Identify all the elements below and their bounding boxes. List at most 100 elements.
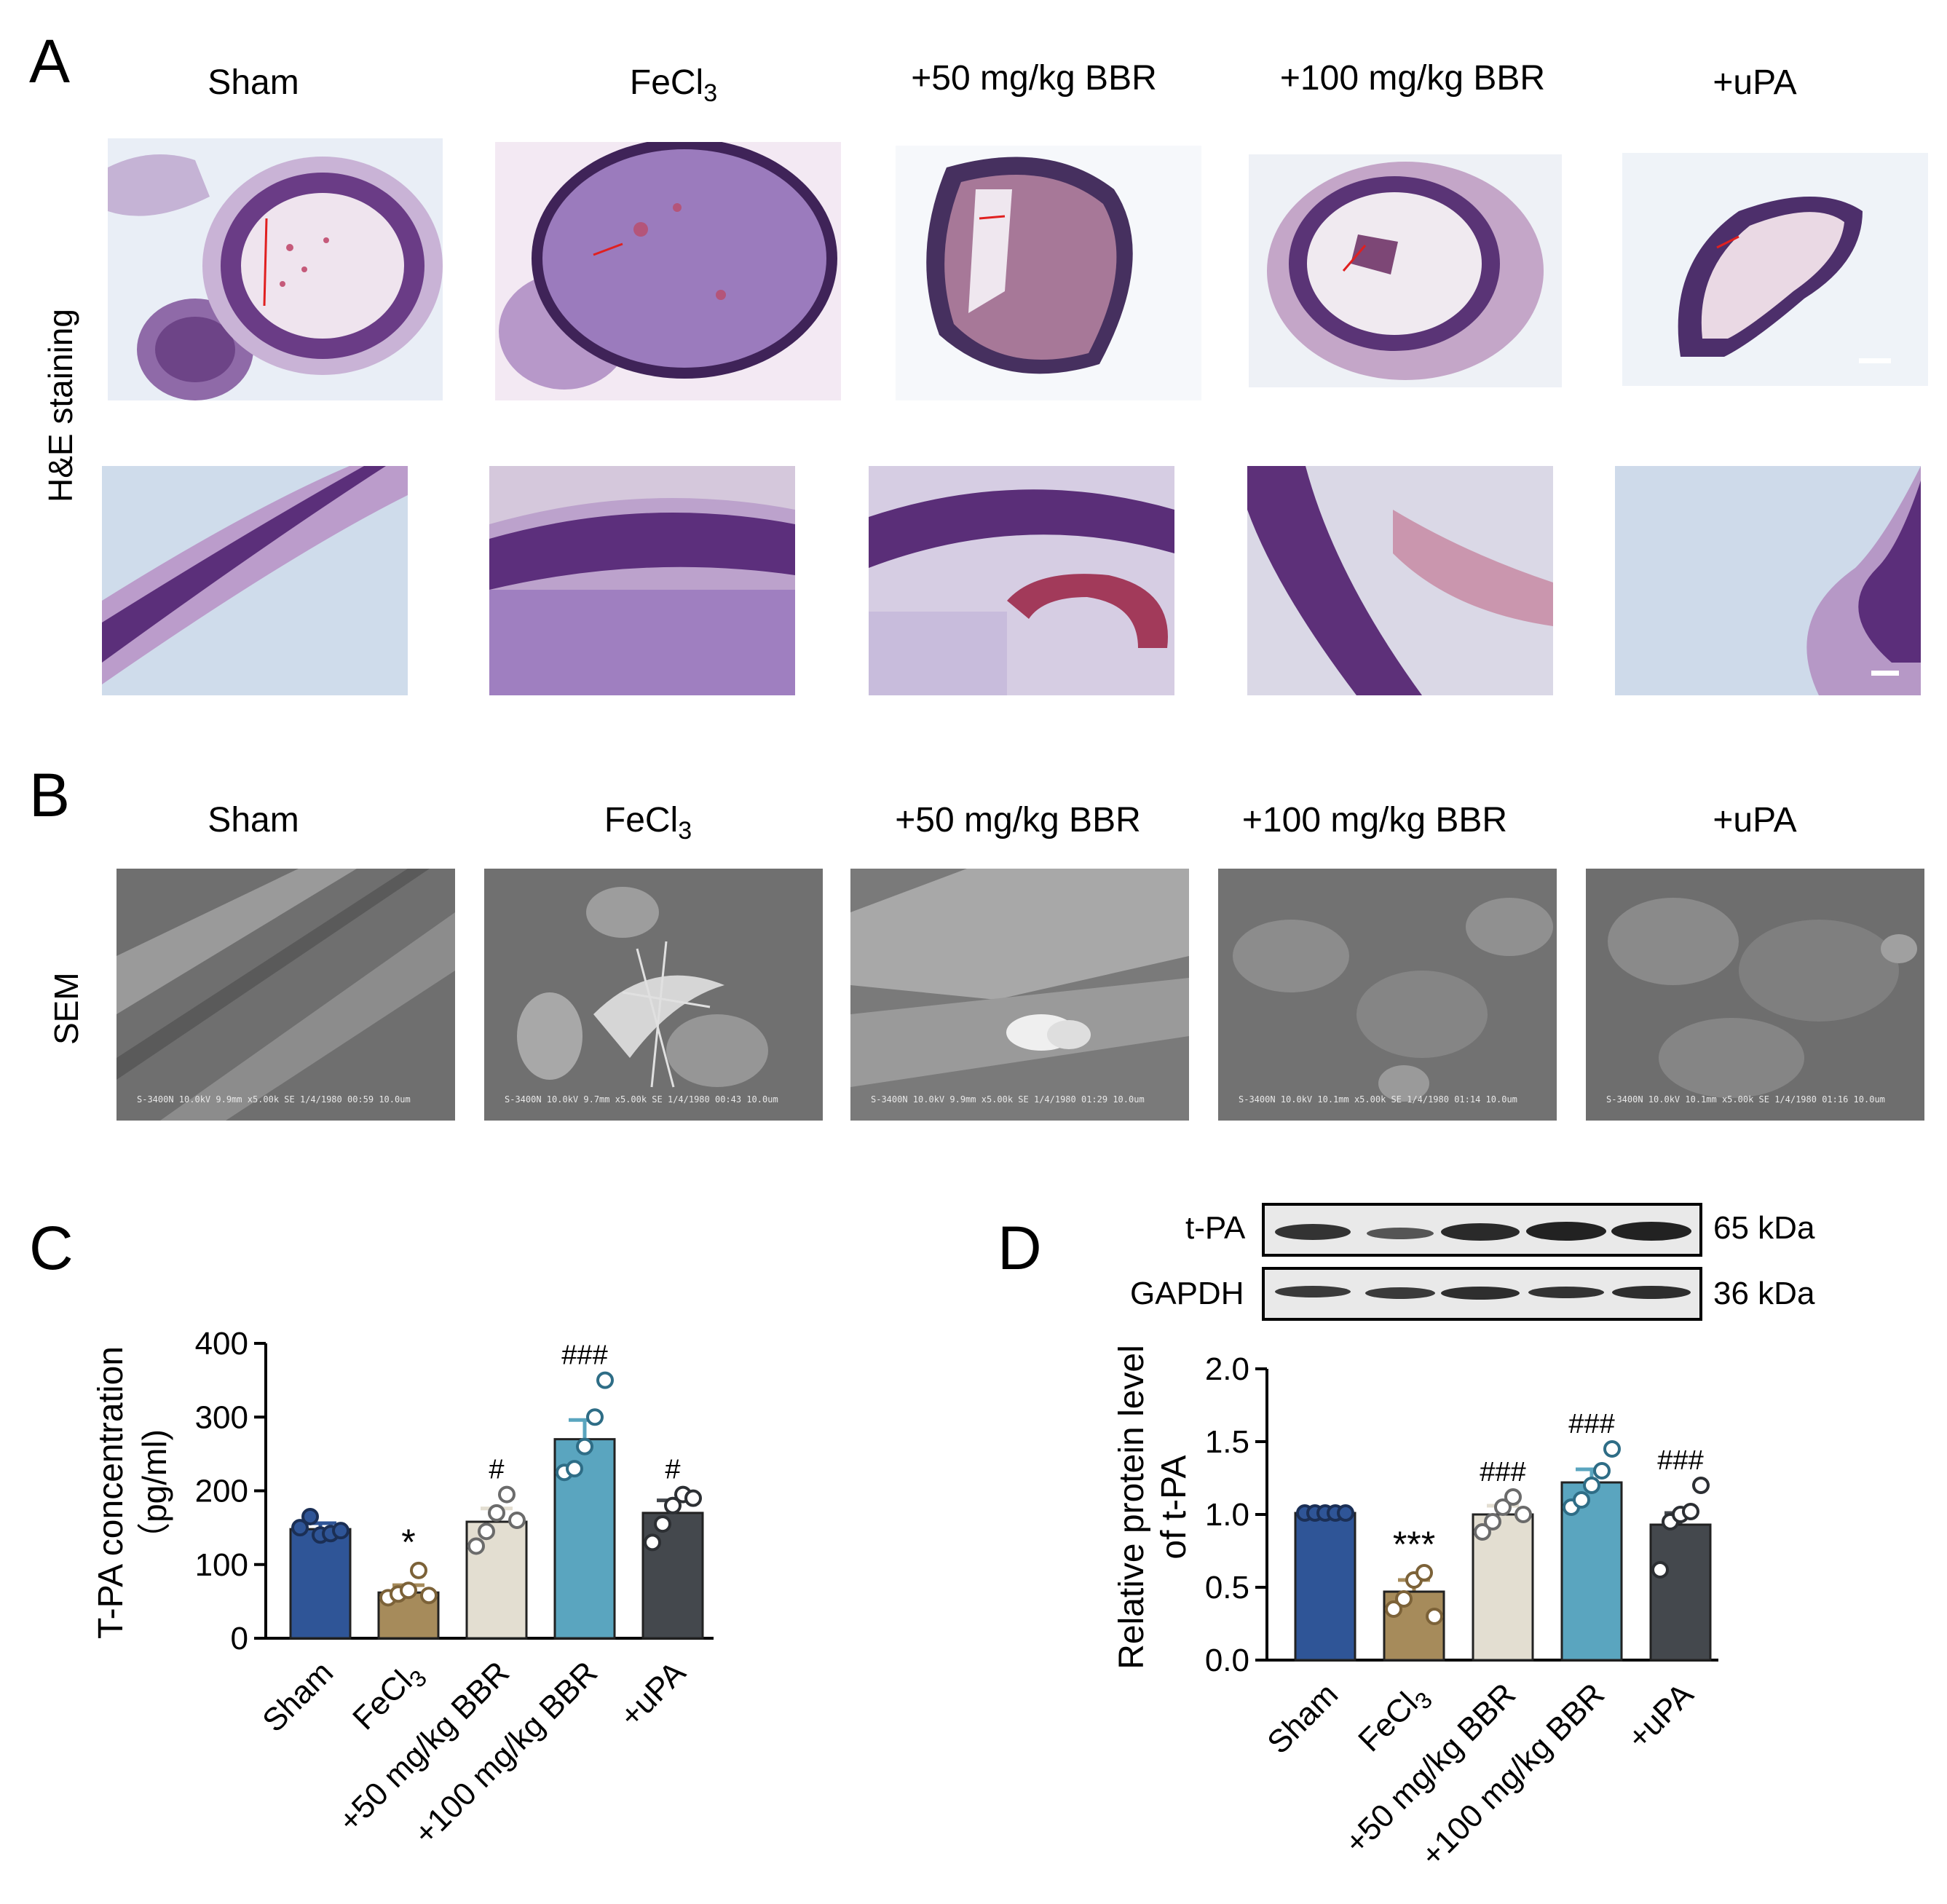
data-point bbox=[664, 1496, 682, 1514]
significance-label: ### bbox=[561, 1340, 607, 1371]
significance-label: ### bbox=[1657, 1445, 1703, 1476]
data-point bbox=[684, 1489, 702, 1507]
panel-d-letter: D bbox=[998, 1214, 1042, 1282]
he-image-sham-overview bbox=[108, 138, 443, 400]
he-col-title-fecl3: FeCl3 bbox=[629, 63, 718, 107]
sem-image-bbr100: S-3400N 10.0kV 10.1mm x5.00k SE 1/4/1980… bbox=[1218, 869, 1557, 1121]
he-image-bbr50-overview bbox=[896, 146, 1201, 400]
blot-band bbox=[1528, 1287, 1604, 1298]
data-point bbox=[1593, 1462, 1611, 1480]
significance-label: ### bbox=[1568, 1409, 1614, 1439]
blot-band bbox=[1275, 1224, 1351, 1240]
sem-image-upa: S-3400N 10.0kV 10.1mm x5.00k SE 1/4/1980… bbox=[1586, 869, 1924, 1121]
he-col-title-upa: +uPA bbox=[1713, 63, 1797, 102]
data-point bbox=[1603, 1440, 1621, 1458]
blot-band bbox=[1365, 1287, 1435, 1299]
y-axis-title: Relative protein level bbox=[1113, 1345, 1151, 1670]
western-blot-tpa bbox=[1262, 1203, 1702, 1257]
blot-band bbox=[1526, 1222, 1606, 1241]
western-blot-gapdh bbox=[1262, 1267, 1702, 1321]
data-point bbox=[566, 1460, 583, 1478]
sem-caption-bbr50: S-3400N 10.0kV 9.9mm x5.00k SE 1/4/1980 … bbox=[871, 1094, 1145, 1105]
data-point bbox=[410, 1561, 427, 1579]
data-point bbox=[1484, 1513, 1501, 1530]
bar-upa bbox=[641, 1512, 704, 1640]
y-tick-label: 300 bbox=[195, 1399, 248, 1435]
y-tick-label: 0.0 bbox=[1205, 1643, 1249, 1678]
data-point bbox=[467, 1537, 485, 1555]
data-point bbox=[488, 1504, 505, 1522]
y-tick-label: 0 bbox=[231, 1621, 248, 1656]
he-image-upa-overview bbox=[1622, 153, 1928, 386]
he-image-bbr50-zoom bbox=[869, 466, 1174, 695]
data-point bbox=[1426, 1608, 1443, 1625]
bar-upa bbox=[1649, 1523, 1712, 1662]
blot-band bbox=[1612, 1286, 1691, 1299]
y-axis-unit: （pg/ml) bbox=[135, 1429, 173, 1556]
data-point bbox=[291, 1519, 309, 1537]
blot-band bbox=[1275, 1286, 1351, 1297]
data-point bbox=[1692, 1477, 1710, 1494]
data-point bbox=[1494, 1498, 1512, 1516]
data-point bbox=[1504, 1488, 1522, 1506]
significance-label: # bbox=[489, 1455, 504, 1485]
he-image-upa-zoom bbox=[1615, 466, 1921, 695]
y-tick-label: 2.0 bbox=[1205, 1351, 1249, 1387]
data-point bbox=[1514, 1506, 1532, 1523]
data-point bbox=[1385, 1600, 1402, 1618]
data-point bbox=[586, 1408, 604, 1426]
x-tick-label: +uPA bbox=[613, 1654, 693, 1734]
blot-band bbox=[1611, 1222, 1691, 1241]
data-point bbox=[654, 1515, 671, 1533]
blot-label-tpa: t-PA bbox=[1185, 1210, 1246, 1246]
panel-a-letter: A bbox=[29, 27, 71, 95]
data-point bbox=[478, 1522, 495, 1541]
sem-col-title-upa: +uPA bbox=[1713, 801, 1797, 840]
blot-band bbox=[1441, 1223, 1520, 1241]
bar-sham bbox=[289, 1528, 352, 1640]
significance-label: *** bbox=[1393, 1524, 1435, 1565]
he-image-sham-zoom bbox=[102, 466, 408, 695]
panel-c-letter: C bbox=[29, 1214, 74, 1282]
data-point bbox=[1395, 1590, 1413, 1608]
blot-size-tpa: 65 kDa bbox=[1713, 1210, 1815, 1246]
sem-col-title-bbr50: +50 mg/kg BBR bbox=[895, 801, 1141, 840]
sem-col-title-fecl3: FeCl3 bbox=[604, 801, 692, 845]
blot-band bbox=[1441, 1287, 1520, 1300]
sem-caption-bbr100: S-3400N 10.0kV 10.1mm x5.00k SE 1/4/1980… bbox=[1239, 1094, 1517, 1105]
data-point bbox=[301, 1507, 319, 1525]
y-axis-title-line2: of t-PA bbox=[1155, 1455, 1193, 1559]
data-point bbox=[400, 1581, 417, 1600]
he-image-fecl3-zoom bbox=[489, 466, 795, 695]
y-axis-title: T-PA concentration bbox=[92, 1346, 130, 1639]
significance-label: ### bbox=[1480, 1457, 1525, 1488]
data-point bbox=[1415, 1564, 1433, 1581]
blot-size-gapdh: 36 kDa bbox=[1713, 1276, 1815, 1311]
he-staining-row-label: H&E staining bbox=[42, 309, 79, 502]
x-tick-label: Sham bbox=[256, 1654, 340, 1739]
data-point bbox=[420, 1587, 438, 1605]
he-image-fecl3-overview bbox=[495, 142, 841, 400]
data-point bbox=[1583, 1477, 1600, 1494]
sem-row-label: SEM bbox=[47, 972, 85, 1045]
y-tick-label: 1.0 bbox=[1205, 1497, 1249, 1533]
y-tick-label: 1.5 bbox=[1205, 1424, 1249, 1460]
he-col-title-sham: Sham bbox=[208, 63, 299, 102]
y-tick-label: 400 bbox=[195, 1326, 248, 1362]
x-tick-label: +uPA bbox=[1621, 1676, 1701, 1756]
bar-fecl3 bbox=[1383, 1590, 1445, 1662]
data-point bbox=[1337, 1504, 1354, 1522]
data-point bbox=[644, 1533, 661, 1552]
sem-col-title-sham: Sham bbox=[208, 801, 299, 840]
data-point bbox=[498, 1485, 516, 1504]
sem-caption-upa: S-3400N 10.0kV 10.1mm x5.00k SE 1/4/1980… bbox=[1606, 1094, 1885, 1105]
y-tick-label: 200 bbox=[195, 1474, 248, 1509]
sem-image-fecl3: S-3400N 10.0kV 9.7mm x5.00k SE 1/4/1980 … bbox=[484, 869, 823, 1121]
sem-caption-sham: S-3400N 10.0kV 9.9mm x5.00k SE 1/4/1980 … bbox=[137, 1094, 411, 1105]
x-tick-label: Sham bbox=[1260, 1676, 1345, 1761]
data-point bbox=[1651, 1561, 1669, 1579]
he-col-title-bbr50: +50 mg/kg BBR bbox=[911, 59, 1157, 98]
bar-sham bbox=[1294, 1512, 1356, 1662]
